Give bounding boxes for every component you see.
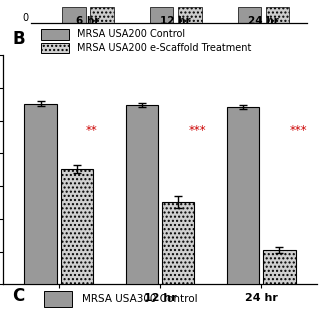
Text: MRSA USA200 e-Scaffold Treatment: MRSA USA200 e-Scaffold Treatment <box>77 43 251 53</box>
Bar <box>178 7 202 23</box>
Bar <box>263 250 296 284</box>
Text: **: ** <box>85 124 97 137</box>
Bar <box>44 291 72 307</box>
Bar <box>238 7 261 23</box>
Bar <box>266 7 289 23</box>
Bar <box>41 43 69 53</box>
Bar <box>227 107 259 284</box>
Text: MRSA USA200 Control: MRSA USA200 Control <box>77 29 185 39</box>
Bar <box>62 7 85 23</box>
Text: 12 hr: 12 hr <box>160 16 191 26</box>
Text: 24 hr: 24 hr <box>248 16 279 26</box>
Bar <box>61 169 93 284</box>
Bar <box>162 202 194 284</box>
Text: 0: 0 <box>22 13 28 23</box>
Bar <box>126 105 158 284</box>
Text: ***: *** <box>188 124 206 137</box>
Text: 6 hr: 6 hr <box>76 16 100 26</box>
Bar <box>150 7 173 23</box>
Text: B: B <box>12 30 25 48</box>
Text: MRSA USA300 Control: MRSA USA300 Control <box>82 294 197 304</box>
Text: C: C <box>12 287 25 305</box>
Text: ***: *** <box>290 124 307 137</box>
Bar <box>90 7 114 23</box>
Bar <box>24 104 57 284</box>
Bar <box>41 29 69 40</box>
